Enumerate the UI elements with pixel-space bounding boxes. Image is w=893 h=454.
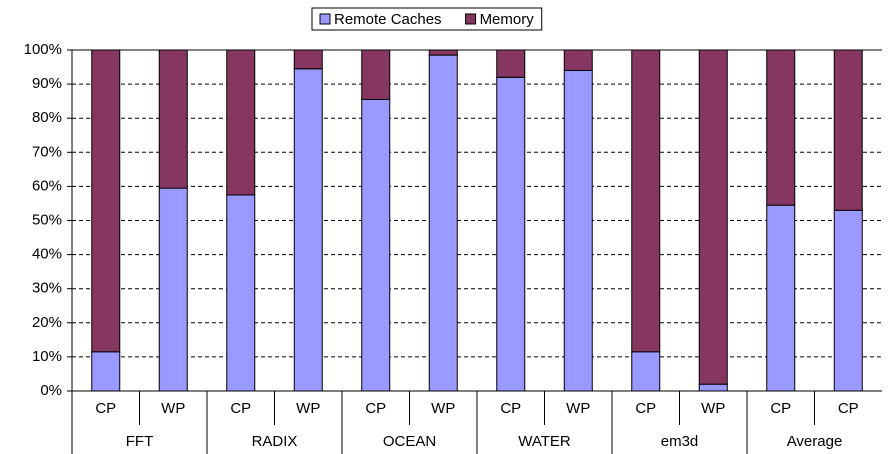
legend-box — [311, 7, 543, 31]
x-tick-label: CP — [635, 400, 656, 417]
x-tick-label: WP — [161, 400, 185, 417]
y-tick-label: 100% — [24, 41, 62, 58]
bar-segment — [496, 76, 526, 392]
bar-segment — [833, 49, 863, 211]
legend-swatch — [319, 13, 331, 25]
bar-segment — [631, 49, 661, 353]
bar-segment — [293, 68, 323, 392]
bar-segment — [361, 98, 391, 392]
x-tick-label: WP — [566, 400, 590, 417]
group-label: WATER — [518, 433, 571, 450]
x-tick-label: WP — [701, 400, 725, 417]
bar-segment — [698, 383, 728, 392]
y-tick-label: 0% — [40, 382, 62, 399]
x-tick-label: CP — [365, 400, 386, 417]
y-tick-label: 70% — [32, 143, 62, 160]
bar-segment — [496, 49, 526, 78]
group-label: Average — [787, 433, 843, 450]
bar-segment — [563, 49, 593, 71]
x-tick-label: WP — [431, 400, 455, 417]
bar-segment — [766, 204, 796, 392]
bar-segment — [158, 187, 188, 392]
group-label: RADIX — [252, 433, 298, 450]
bar-segment — [158, 49, 188, 189]
bar-segment — [428, 54, 458, 392]
x-tick-label: WP — [296, 400, 320, 417]
x-tick-label: CP — [230, 400, 251, 417]
y-tick-label: 50% — [32, 211, 62, 228]
y-tick-label: 80% — [32, 109, 62, 126]
y-tick-label: 30% — [32, 280, 62, 297]
bar-segment — [361, 49, 391, 100]
bar-segment — [293, 49, 323, 70]
x-tick-label: CP — [95, 400, 116, 417]
bar-segment — [833, 209, 863, 392]
bar-segment — [766, 49, 796, 206]
bar-segment — [563, 69, 593, 392]
bar-segment — [428, 49, 458, 56]
bar-segment — [91, 49, 121, 353]
x-tick-label: CP — [770, 400, 791, 417]
legend-swatch — [465, 13, 477, 25]
x-tick-label: CP — [838, 400, 859, 417]
group-label: OCEAN — [383, 433, 436, 450]
x-tick-label: CP — [500, 400, 521, 417]
group-label: em3d — [661, 433, 699, 450]
group-label: FFT — [126, 433, 154, 450]
y-tick-label: 20% — [32, 314, 62, 331]
legend-label: Remote Caches — [334, 11, 442, 28]
bar-segment — [226, 49, 256, 196]
bar-segment — [631, 351, 661, 392]
bar-segment — [698, 49, 728, 385]
bar-segment — [91, 351, 121, 392]
y-tick-label: 10% — [32, 348, 62, 365]
y-tick-label: 60% — [32, 177, 62, 194]
y-tick-label: 40% — [32, 246, 62, 263]
legend-label: Memory — [480, 11, 535, 28]
y-tick-label: 90% — [32, 75, 62, 92]
bar-segment — [226, 194, 256, 392]
